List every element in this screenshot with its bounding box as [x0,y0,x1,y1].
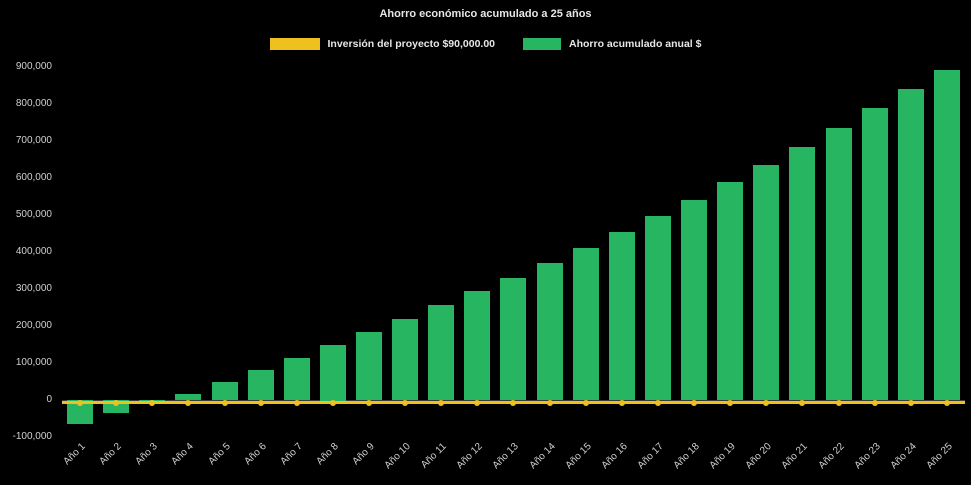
x-tick-label: Año 7 [278,441,305,468]
investment-marker [510,400,516,406]
bar-año-24 [898,89,924,400]
y-tick-label: 700,000 [15,135,52,146]
x-tick-label: Año 10 [382,441,413,472]
x-tick-label: Año 2 [97,441,124,468]
investment-marker [655,400,661,406]
investment-marker [402,400,408,406]
y-tick-label: 800,000 [15,98,52,109]
investment-marker [149,400,155,406]
x-axis: Año 1 Año 2 Año 3 Año 4 Año 5 Año 6 Año 7 Año 8… [0,441,971,485]
bar-año-17 [645,216,671,400]
x-tick-label: Año 6 [242,441,269,468]
x-tick-label: Año 1 [61,441,88,468]
investment-marker [619,400,625,406]
x-tick-label: Año 14 [527,441,558,472]
investment-marker [836,400,842,406]
y-tick-label: 300,000 [15,283,52,294]
bar-año-23 [862,108,888,400]
investment-marker [691,400,697,406]
bar-año-19 [717,182,743,400]
x-tick-label: Año 4 [169,441,196,468]
investment-marker [727,400,733,406]
bar-año-20 [753,165,779,400]
x-tick-label: Año 18 [671,441,702,472]
investment-marker [185,400,191,406]
y-tick-label: 400,000 [15,246,52,257]
x-tick-label: Año 12 [454,441,485,472]
bar-año-12 [464,291,490,400]
bar-año-6 [248,370,274,400]
x-tick-label: Año 5 [206,441,233,468]
y-tick-label: 0 [46,394,52,405]
x-tick-label: Año 20 [743,441,774,472]
y-tick-label: 100,000 [15,357,52,368]
bar-año-5 [212,382,238,400]
investment-marker [763,400,769,406]
x-tick-label: Año 22 [816,441,847,472]
legend-item-investment: Inversión del proyecto $90,000.00 [269,38,496,50]
x-tick-label: Año 15 [563,441,594,472]
bar-año-10 [392,319,418,400]
investment-marker [366,400,372,406]
bar-año-13 [500,278,526,400]
plot-area [62,67,965,437]
investment-marker [583,400,589,406]
investment-marker [258,400,264,406]
investment-marker [547,400,553,406]
bar-año-4 [175,394,201,400]
bar-año-25 [934,70,960,400]
bar-año-22 [826,128,852,400]
bar-año-7 [284,358,310,400]
bar-año-11 [428,305,454,400]
bar-año-16 [609,232,635,400]
x-tick-label: Año 16 [599,441,630,472]
investment-marker [77,400,83,406]
y-axis: 900,000 800,000 700,000 600,000 500,000 400,0… [0,61,56,442]
investment-marker [330,400,336,406]
investment-marker [438,400,444,406]
legend: Inversión del proyecto $90,000.00 Ahorro… [0,38,971,50]
investment-marker [113,400,119,406]
legend-swatch-savings [523,38,562,50]
x-tick-label: Año 13 [490,441,521,472]
legend-label-savings: Ahorro acumulado anual $ [569,38,702,50]
x-tick-label: Año 17 [635,441,666,472]
x-tick-label: Año 25 [924,441,955,472]
x-tick-label: Año 21 [779,441,810,472]
legend-swatch-investment [269,38,320,50]
chart-title: Ahorro económico acumulado a 25 años [379,8,592,20]
investment-marker [799,400,805,406]
bar-año-8 [320,345,346,401]
bar-año-9 [356,332,382,400]
investment-marker [944,400,950,406]
y-tick-label: -100,000 [12,431,52,442]
y-tick-label: 900,000 [15,61,52,72]
legend-label-investment: Inversión del proyecto $90,000.00 [327,38,496,50]
x-tick-label: Año 23 [852,441,883,472]
x-tick-label: Año 9 [350,441,377,468]
bar-año-14 [537,263,563,400]
x-tick-label: Año 3 [133,441,160,468]
investment-marker [294,400,300,406]
bar-año-18 [681,200,707,400]
x-tick-label: Año 24 [888,441,919,472]
investment-marker [474,400,480,406]
investment-marker [222,400,228,406]
x-tick-label: Año 11 [419,441,449,471]
x-tick-label: Año 19 [707,441,738,472]
x-tick-label: Año 8 [314,441,341,468]
y-tick-label: 200,000 [15,320,52,331]
bar-año-21 [789,147,815,400]
bar-año-15 [573,248,599,400]
legend-item-savings: Ahorro acumulado anual $ [523,38,701,50]
y-tick-label: 500,000 [15,209,52,220]
y-tick-label: 600,000 [15,172,52,183]
investment-marker [908,400,914,406]
investment-marker [872,400,878,406]
